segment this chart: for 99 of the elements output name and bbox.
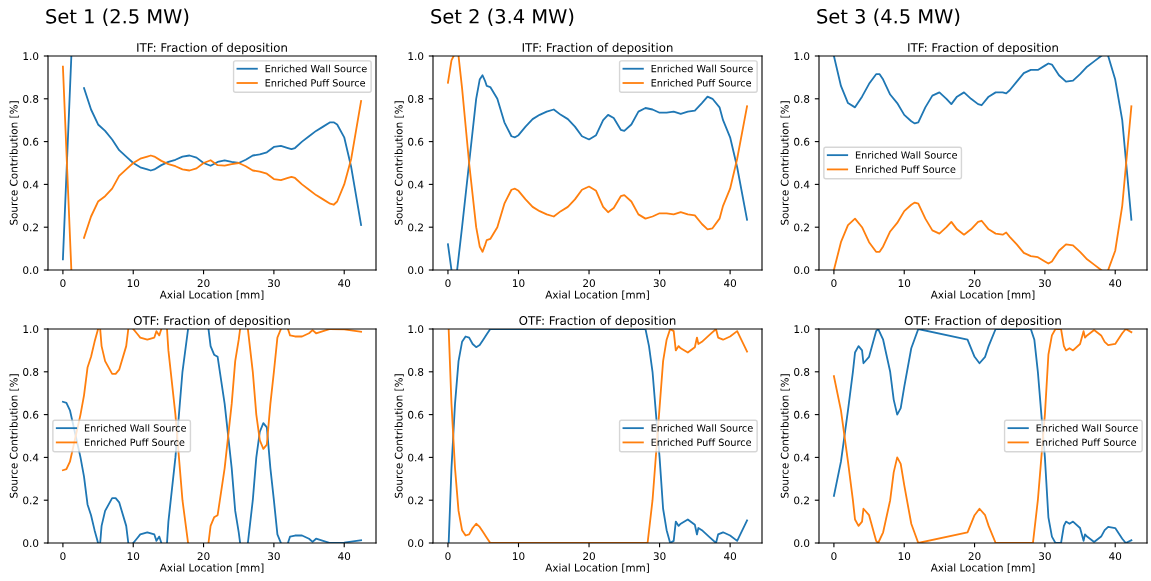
legend-label: Enriched Wall Source [651,64,753,73]
chart-subtitle: Set 1 (2.5 MW) [46,8,189,26]
y-tick-label: 1.0 [408,325,424,334]
x-axis-title: Axial Location [mm] [930,290,1035,300]
chart-subtitle: Set 2 (3.4 MW) [431,8,574,26]
y-tick-label: 0.6 [408,137,424,146]
x-axis-title: Axial Location [mm] [930,563,1035,573]
y-tick-label: 0.0 [23,266,39,275]
y-tick-label: 0.8 [408,95,424,103]
x-tick-label: 0 [445,279,451,288]
x-tick-label: 0 [445,552,451,561]
y-tick-label: 1.0 [794,325,810,334]
y-tick-label: 0.8 [408,368,424,376]
y-tick-label: 0.4 [23,453,39,462]
x-tick-label: 0 [831,279,837,288]
y-tick-label: 0.6 [23,410,39,419]
y-tick-label: 0.0 [23,539,39,548]
y-axis-title: Source Contribution [%] [780,101,790,225]
y-tick-label: 1.0 [23,52,39,61]
y-tick-label: 0.8 [23,368,39,376]
legend-label: Enriched Puff Source [651,79,752,87]
y-axis-title: Source Contribution [%] [394,374,404,498]
y-tick-label: 0.2 [408,223,423,232]
legend-label: Enriched Puff Source [84,438,185,446]
legend-label: Enriched Puff Source [1036,438,1137,446]
y-tick-label: 0.4 [794,453,810,462]
x-tick-label: 20 [197,279,210,288]
y-tick-label: 0.2 [23,496,38,505]
x-axis-title: Axial Location [mm] [159,290,264,300]
x-axis-title: Axial Location [mm] [545,290,649,300]
x-tick-label: 10 [513,552,525,561]
x-tick-label: 30 [653,552,666,561]
x-tick-label: 30 [268,279,280,288]
y-tick-label: 0.0 [408,539,424,548]
y-tick-label: 0.6 [794,410,810,419]
y-tick-label: 0.0 [408,266,424,275]
chart-subtitle: Set 3 (4.5 MW) [817,8,960,26]
y-tick-label: 0.6 [794,137,810,146]
x-tick-label: 30 [268,552,280,561]
x-tick-label: 30 [653,279,666,288]
y-axis-title: Source Contribution [%] [9,374,19,498]
x-axis-title: Axial Location [mm] [545,563,649,573]
y-tick-label: 0.2 [23,223,38,232]
x-tick-label: 0 [831,552,837,561]
y-tick-label: 0.4 [794,180,810,189]
x-tick-label: 40 [724,279,737,288]
x-tick-label: 10 [127,552,140,561]
y-tick-label: 0.8 [794,368,810,376]
legend-label: Enriched Puff Source [855,165,956,173]
x-tick-label: 20 [968,552,981,561]
y-tick-label: 0.2 [408,496,423,505]
x-tick-label: 30 [1039,279,1051,288]
y-axis-title: Source Contribution [%] [394,101,404,225]
y-tick-label: 1.0 [408,52,424,61]
y-tick-label: 0.4 [408,453,424,462]
x-tick-label: 20 [583,279,595,288]
x-tick-label: 20 [583,552,595,561]
chart-title: OTF: Fraction of deposition [904,315,1061,328]
x-tick-label: 40 [1109,552,1122,561]
x-tick-label: 10 [898,279,911,288]
y-tick-label: 0.0 [794,266,810,275]
x-tick-label: 0 [60,279,66,288]
y-tick-label: 0.4 [408,180,424,189]
y-tick-label: 0.8 [23,95,39,103]
y-tick-label: 0.6 [408,410,424,419]
x-tick-label: 40 [338,279,351,288]
y-tick-label: 0.4 [23,180,39,189]
x-tick-label: 30 [1039,552,1051,561]
x-tick-label: 20 [197,552,210,561]
y-tick-label: 0.6 [23,137,39,146]
x-tick-label: 40 [338,552,351,561]
y-tick-label: 0.8 [794,95,810,103]
chart-title: ITF: Fraction of deposition [522,42,673,55]
y-axis-title: Source Contribution [%] [9,101,19,225]
chart-title: ITF: Fraction of deposition [908,42,1058,55]
chart-title: OTF: Fraction of deposition [133,315,290,328]
y-axis-title: Source Contribution [%] [780,374,790,498]
x-tick-label: 0 [60,552,66,561]
y-tick-label: 0.2 [794,496,809,505]
chart-title: OTF: Fraction of deposition [519,315,676,328]
y-tick-label: 1.0 [23,325,39,334]
legend-label: Enriched Wall Source [84,424,187,432]
x-axis-title: Axial Location [mm] [159,563,264,573]
x-tick-label: 40 [724,552,737,561]
legend-label: Enriched Wall Source [855,151,958,159]
x-tick-label: 10 [898,552,911,561]
x-tick-label: 10 [513,279,525,288]
y-tick-label: 0.0 [794,539,810,548]
legend-label: Enriched Wall Source [1036,424,1138,432]
y-tick-label: 1.0 [794,52,810,61]
chart-title: ITF: Fraction of deposition [137,42,287,55]
legend-label: Enriched Puff Source [265,79,366,87]
y-tick-label: 0.2 [794,223,809,232]
legend-label: Enriched Wall Source [265,64,367,73]
x-tick-label: 10 [127,279,140,288]
legend-label: Enriched Puff Source [651,438,752,446]
x-tick-label: 20 [968,279,981,288]
legend-label: Enriched Wall Source [651,424,753,432]
x-tick-label: 40 [1109,279,1122,288]
